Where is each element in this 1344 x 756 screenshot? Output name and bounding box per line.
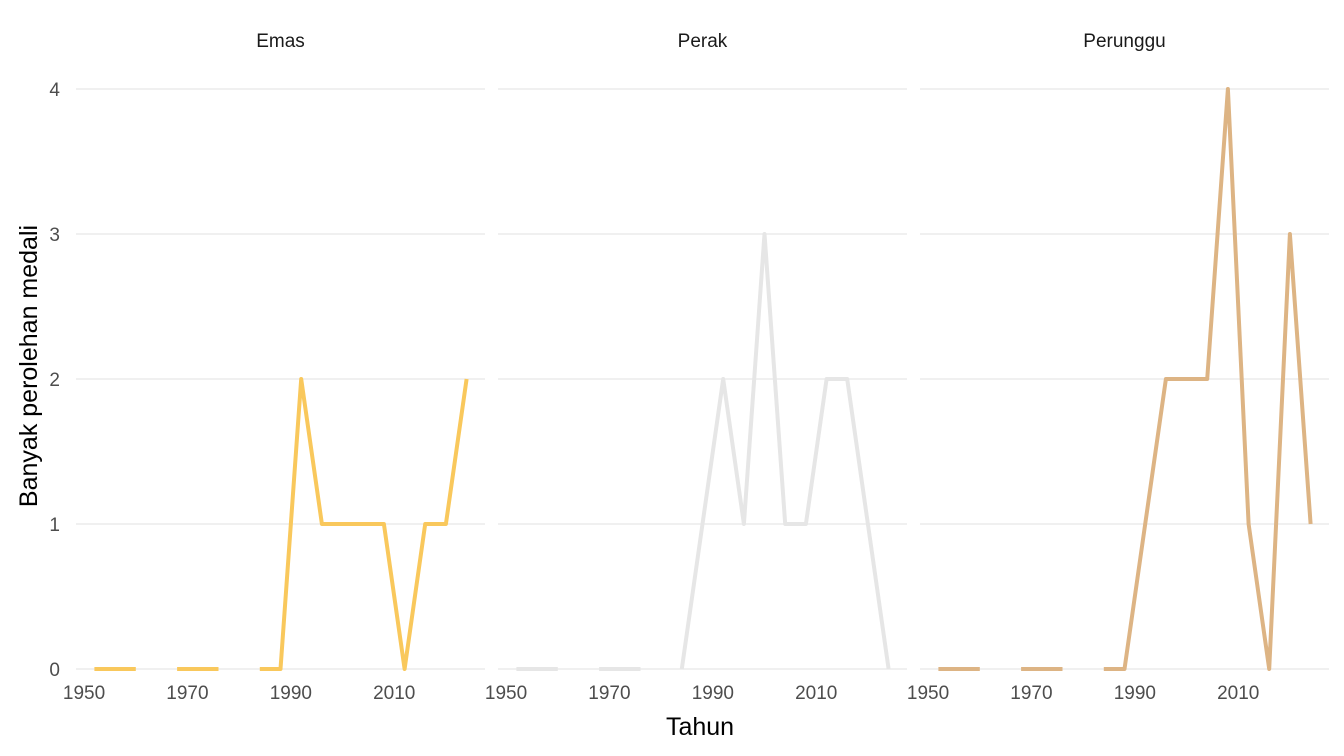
x-tick-label: 1950 — [485, 683, 527, 704]
facet-perak: Perak 1950 1970 1990 2010 — [485, 31, 907, 704]
facet-panels: Emas 0 1 2 3 4 1950 1970 1990 2010 Perak 1950 1970 19… — [49, 31, 1329, 704]
x-tick-label: 1970 — [1010, 683, 1052, 704]
x-tick-label: 1990 — [1114, 683, 1156, 704]
y-axis-title: Banyak perolehan medali — [15, 225, 43, 507]
facet-title: Perak — [678, 31, 728, 52]
x-tick-label: 2010 — [795, 683, 837, 704]
y-tick-label: 2 — [49, 370, 60, 391]
facet-title: Perunggu — [1083, 31, 1165, 52]
x-tick-label: 1950 — [907, 683, 949, 704]
x-tick-label: 1990 — [270, 683, 312, 704]
series-line-perak — [516, 232, 891, 671]
x-axis-title: Tahun — [666, 713, 734, 741]
series-line-emas — [94, 377, 469, 671]
facet-title: Emas — [256, 31, 305, 52]
x-tick-label: 1990 — [692, 683, 734, 704]
y-tick-label: 4 — [49, 80, 60, 101]
x-tick-label: 2010 — [373, 683, 415, 704]
facet-emas: Emas 0 1 2 3 4 1950 1970 1990 2010 — [49, 31, 485, 704]
x-tick-label: 2010 — [1217, 683, 1259, 704]
y-tick-label: 1 — [49, 515, 60, 536]
y-tick-label: 3 — [49, 225, 60, 246]
x-tick-label: 1950 — [63, 683, 105, 704]
y-tick-label: 0 — [49, 660, 60, 681]
series-line-perunggu — [938, 87, 1313, 671]
x-tick-label: 1970 — [588, 683, 630, 704]
x-tick-label: 1970 — [166, 683, 208, 704]
facet-perunggu: Perunggu 1950 1970 1990 2010 — [907, 31, 1329, 704]
